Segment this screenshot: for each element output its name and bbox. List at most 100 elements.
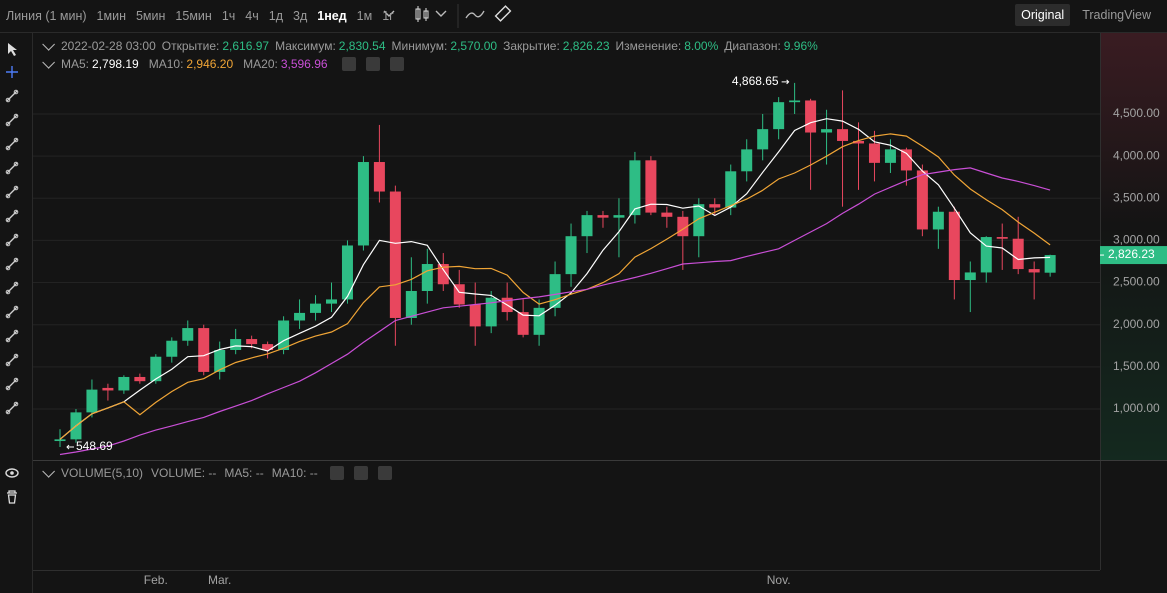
y-tick-label: 3,000.00 xyxy=(1113,233,1160,247)
ohlc-legend: 2022-02-28 03:00 Открытие: 2,616.97 Максиму… xyxy=(42,37,818,54)
candle-body xyxy=(1012,238,1024,270)
tool-icon-dot xyxy=(5,217,11,223)
tool-icon-dot xyxy=(13,257,19,263)
y-tick-label: 3,500.00 xyxy=(1113,190,1160,204)
candle-body xyxy=(1028,269,1040,273)
y-tick-label: 1,000.00 xyxy=(1113,401,1160,415)
volume-legend-item: VOLUME(5,10) xyxy=(61,466,144,480)
ruler-icon[interactable] xyxy=(494,5,512,22)
interval-button[interactable]: 1д xyxy=(268,9,283,23)
candle-body xyxy=(597,215,609,218)
candle-body xyxy=(837,129,849,141)
interval-button[interactable]: 1м xyxy=(356,9,373,23)
candle-body xyxy=(373,162,385,192)
ma-line xyxy=(59,133,1051,440)
tool-icon xyxy=(6,282,18,294)
interval-button[interactable]: 5мин xyxy=(135,9,166,23)
candle-body xyxy=(725,171,737,208)
legend-value: 8.00% xyxy=(684,39,719,53)
candle-body xyxy=(948,211,960,281)
collapse-chevron[interactable] xyxy=(42,464,55,478)
drawing-tools xyxy=(5,43,19,504)
candle-body xyxy=(884,149,896,163)
ma-value: 2,798.19 xyxy=(92,57,139,71)
legend-value: 9.96% xyxy=(783,39,818,53)
candle-body xyxy=(565,236,577,275)
legend-label: Диапазон: xyxy=(724,39,781,53)
candle-type-icon[interactable] xyxy=(415,6,429,22)
tool-icon-dot xyxy=(5,265,11,271)
max-label: 4,868.65 xyxy=(732,74,779,88)
eye-button[interactable] xyxy=(329,466,344,480)
crosshair-tool xyxy=(6,66,18,78)
tool-icon-dot xyxy=(13,89,19,95)
y-tick-label: 2,500.00 xyxy=(1113,275,1160,289)
tool-icon-dot xyxy=(5,241,11,247)
close-button[interactable] xyxy=(377,466,392,480)
candle-body xyxy=(677,216,689,237)
y-tick-label: 2,000.00 xyxy=(1113,317,1160,331)
settings-button[interactable] xyxy=(365,57,380,71)
last-price-label: 2,826.23 xyxy=(1108,247,1155,261)
candle-body xyxy=(198,328,210,372)
ma-legend: MA5: 2,798.19 MA10: 2,946.20 MA20: 3,596.96 xyxy=(42,55,404,72)
candle-body xyxy=(150,356,162,382)
ma-line xyxy=(59,118,1051,440)
tool-icon-dot xyxy=(13,233,19,239)
interval-button[interactable]: 1мин xyxy=(96,9,126,23)
tool-icon-dot xyxy=(13,401,19,407)
legend-value: 2,616.97 xyxy=(222,39,270,53)
x-tick-label: Feb. xyxy=(144,573,168,587)
interval-button[interactable]: 1нед xyxy=(317,9,347,23)
volume-legend: VOLUME(5,10) VOLUME: -- MA5: -- MA10: -- xyxy=(42,464,392,481)
ma-name: MA5: xyxy=(61,57,90,71)
candle-body xyxy=(54,439,66,442)
candle-body xyxy=(613,215,625,218)
candle-body xyxy=(118,376,130,391)
tool-icon-dot xyxy=(5,97,11,103)
x-tick-label: Mar. xyxy=(208,573,231,587)
min-label: 548.69 xyxy=(76,439,113,453)
tool-icon xyxy=(6,330,18,342)
candle-body xyxy=(789,100,801,103)
tool-icon xyxy=(6,186,18,198)
tool-icon-dot xyxy=(5,289,11,295)
candle-body xyxy=(868,143,880,163)
legend-value: 2,826.23 xyxy=(562,39,610,53)
tool-icon-dot xyxy=(13,377,19,383)
candle-body xyxy=(693,204,705,237)
chevron[interactable] xyxy=(383,10,395,17)
interval-button[interactable]: Линия (1 мин) xyxy=(6,9,87,23)
candle-body xyxy=(1044,255,1056,273)
tool-icon xyxy=(6,258,18,270)
y-tick-label: 4,000.00 xyxy=(1113,148,1160,162)
collapse-chevron[interactable] xyxy=(42,55,55,69)
interval-button[interactable]: 1ч xyxy=(221,9,236,23)
collapse-chevron[interactable] xyxy=(42,37,55,51)
interval-button[interactable]: 4ч xyxy=(245,9,259,23)
view-switch: Original TradingView xyxy=(1015,4,1157,26)
candle-body xyxy=(629,160,641,216)
view-button[interactable]: Original xyxy=(1015,4,1071,26)
intervals: Линия (1 мин) 1мин 5мин 15мин 1ч 4ч 1д 3д 1нед 1м… xyxy=(0,9,394,23)
y-tick-label: 1,500.00 xyxy=(1113,359,1160,373)
chevron[interactable] xyxy=(435,10,447,17)
eye-button[interactable] xyxy=(341,57,356,71)
tool-icon xyxy=(6,114,18,126)
legend-label: Открытие: xyxy=(161,39,220,53)
interval-button[interactable]: 3д xyxy=(293,9,308,23)
interval-button[interactable]: 1г xyxy=(382,9,394,23)
tool-icon-dot xyxy=(5,169,11,175)
view-button[interactable]: TradingView xyxy=(1082,8,1151,22)
tool-icon xyxy=(6,306,18,318)
tool-icon-dot xyxy=(5,193,11,199)
close-button[interactable] xyxy=(389,57,404,71)
settings-button[interactable] xyxy=(353,466,368,480)
candle-body xyxy=(453,284,465,305)
candle-body xyxy=(421,264,433,291)
candle-body xyxy=(278,320,290,350)
tool-icon-dot xyxy=(5,361,11,367)
interval-button[interactable]: 15мин xyxy=(175,9,212,23)
indicator-icon[interactable] xyxy=(465,10,485,19)
tool-icon xyxy=(6,90,18,102)
